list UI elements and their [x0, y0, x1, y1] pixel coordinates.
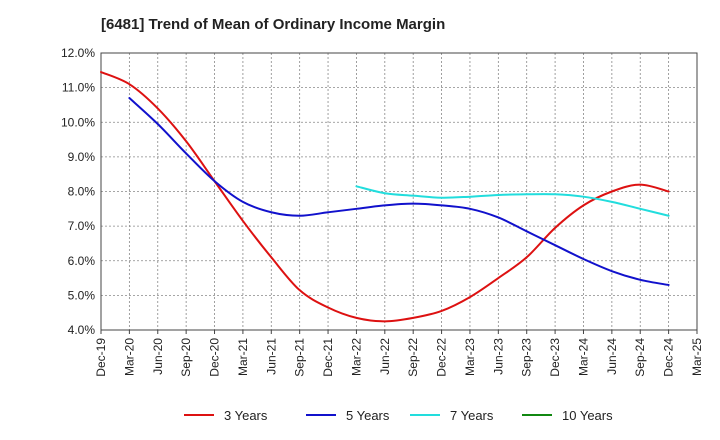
x-tick-label: Mar-20: [122, 338, 136, 376]
y-tick-label: 11.0%: [62, 81, 95, 95]
legend-label: 7 Years: [450, 408, 494, 423]
x-tick-label: Mar-21: [236, 338, 250, 376]
x-tick-label: Mar-25: [690, 338, 704, 376]
grid-lines: [100, 52, 698, 331]
legend-label: 5 Years: [346, 408, 390, 423]
legend-label: 10 Years: [562, 408, 613, 423]
y-tick-labels: 4.0% 5.0% 6.0% 7.0% 8.0% 9.0% 10.0% 11.0% 12.0%: [61, 46, 95, 337]
series-line-5-years: [128, 97, 670, 286]
x-tick-label: Jun-20: [151, 338, 165, 375]
x-tick-labels: Dec-19 Mar-20 Jun-20 Sep-20 Dec-20 Mar-21 Jun-…: [94, 338, 704, 377]
y-tick-label: 5.0%: [68, 288, 96, 302]
x-tick-label: Dec-24: [662, 338, 676, 377]
legend-label: 3 Years: [224, 408, 268, 423]
y-tick-label: 8.0%: [68, 185, 96, 199]
axes: [100, 52, 698, 334]
x-tick-label: Sep-20: [179, 338, 193, 377]
x-tick-label: Mar-24: [576, 338, 590, 376]
x-tick-label: Mar-23: [463, 338, 477, 376]
x-tick-label: Dec-21: [321, 338, 335, 377]
x-tick-label: Jun-23: [491, 338, 505, 375]
x-tick-label: Dec-23: [548, 338, 562, 377]
x-tick-label: Jun-22: [378, 338, 392, 375]
x-tick-label: Jun-24: [605, 338, 619, 375]
x-tick-label: Dec-20: [208, 338, 222, 377]
series-line-3-years: [100, 71, 670, 323]
y-tick-label: 4.0%: [68, 323, 96, 337]
y-tick-label: 7.0%: [68, 219, 96, 233]
chart-title: [6481] Trend of Mean of Ordinary Income …: [101, 16, 446, 33]
x-tick-label: Sep-24: [633, 338, 647, 377]
x-tick-label: Mar-22: [349, 338, 363, 376]
x-tick-label: Jun-21: [264, 338, 278, 375]
y-tick-label: 6.0%: [68, 254, 96, 268]
series-line-7-years: [355, 185, 670, 217]
x-tick-label: Sep-22: [406, 338, 420, 377]
legend: 3 Years 5 Years 7 Years 10 Years: [184, 408, 613, 423]
series-lines: [100, 71, 670, 323]
y-tick-label: 12.0%: [61, 46, 95, 60]
x-tick-label: Dec-22: [435, 338, 449, 377]
x-tick-label: Dec-19: [94, 338, 108, 377]
y-tick-label: 10.0%: [61, 115, 95, 129]
plot-frame: [100, 52, 698, 331]
y-tick-label: 9.0%: [68, 150, 96, 164]
x-tick-label: Sep-23: [520, 338, 534, 377]
x-tick-label: Sep-21: [293, 338, 307, 377]
